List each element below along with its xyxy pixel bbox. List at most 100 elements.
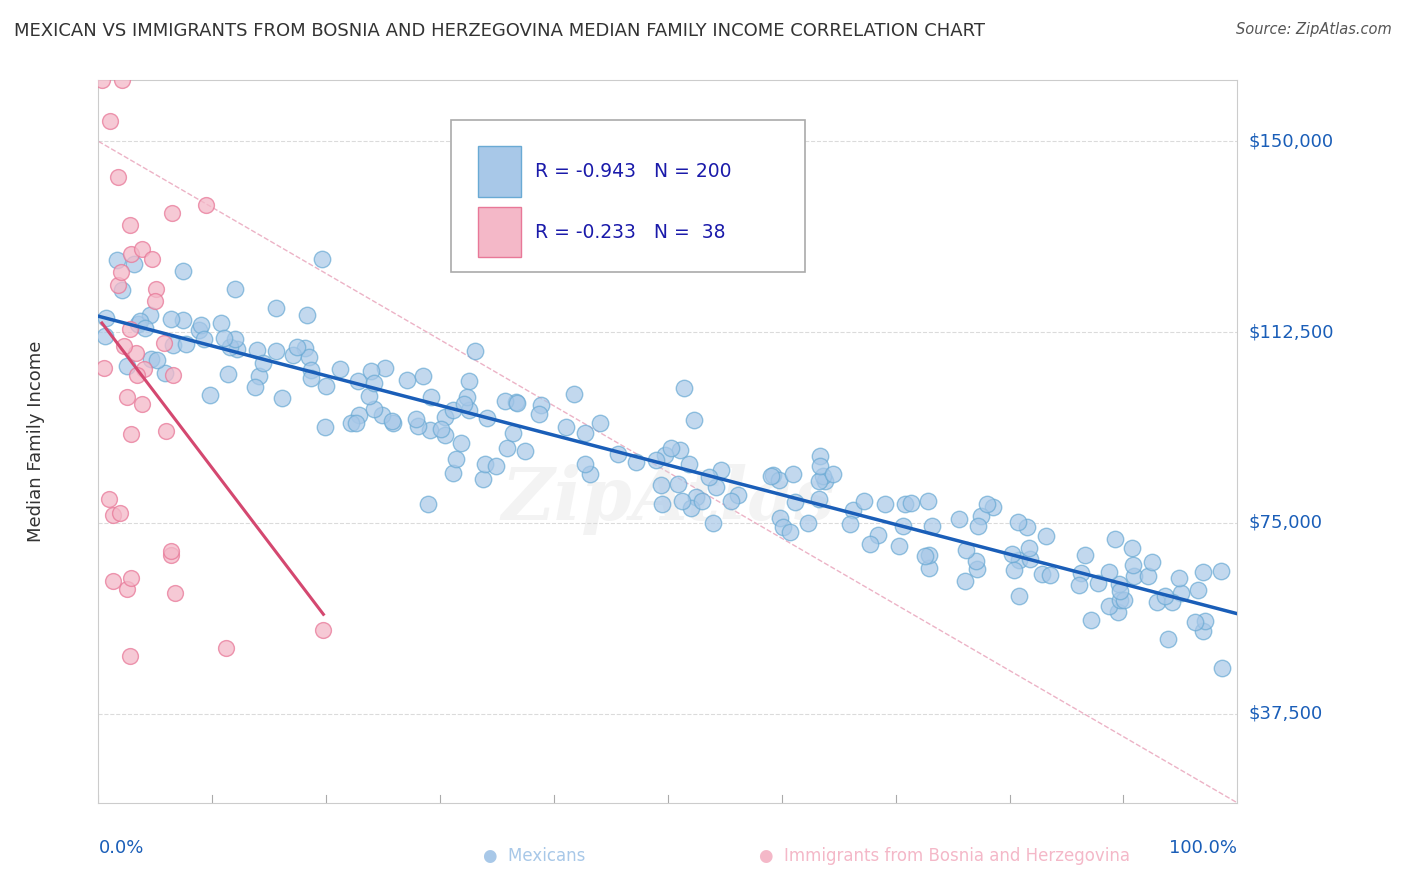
Point [1107, 605, 1129, 619]
Point [127, 318, 149, 332]
Point [212, 331, 235, 345]
Point [101, 508, 124, 522]
Point [299, 363, 322, 377]
Point [494, 394, 516, 409]
Point [1154, 589, 1177, 603]
Point [111, 283, 134, 297]
Point [859, 537, 882, 551]
Point [644, 453, 666, 467]
Point [281, 348, 304, 362]
Point [172, 313, 194, 327]
Point [159, 311, 181, 326]
Point [1035, 528, 1057, 542]
Point [530, 398, 553, 412]
Point [917, 493, 939, 508]
Point [120, 219, 142, 233]
Point [1211, 661, 1233, 675]
Point [1194, 615, 1216, 629]
Point [120, 571, 142, 585]
Text: 0.0%: 0.0% [98, 838, 143, 857]
Point [475, 410, 498, 425]
Point [1109, 583, 1132, 598]
Point [120, 427, 142, 442]
Point [153, 366, 176, 380]
Point [117, 582, 139, 596]
Point [659, 442, 682, 456]
Point [107, 169, 129, 184]
Point [131, 243, 153, 257]
Point [779, 524, 801, 539]
Point [1098, 599, 1121, 613]
Point [527, 407, 550, 421]
Point [419, 423, 441, 437]
Point [294, 341, 316, 355]
Point [866, 528, 889, 542]
Point [948, 511, 970, 525]
Point [434, 428, 457, 442]
Point [312, 623, 335, 637]
Point [420, 390, 443, 404]
Text: ●  Immigrants from Bosnia and Herzegovina: ● Immigrants from Bosnia and Herzegovina [759, 847, 1130, 865]
Point [153, 336, 176, 351]
Point [314, 420, 336, 434]
Point [446, 451, 468, 466]
Point [271, 392, 294, 406]
Point [357, 389, 380, 403]
Point [363, 376, 385, 391]
Point [347, 409, 370, 423]
Point [381, 414, 404, 428]
Point [96, 310, 118, 325]
Point [1008, 589, 1031, 603]
Point [297, 309, 319, 323]
Point [1067, 578, 1090, 592]
Point [502, 426, 524, 441]
Point [506, 395, 529, 409]
Point [412, 368, 434, 383]
Point [811, 468, 834, 483]
Text: R = -0.233   N =  38: R = -0.233 N = 38 [534, 222, 725, 242]
Point [122, 257, 145, 271]
Point [671, 494, 693, 508]
Point [513, 443, 536, 458]
Point [1070, 566, 1092, 580]
Point [450, 436, 472, 450]
Point [579, 467, 602, 482]
Point [188, 323, 211, 337]
Text: $112,500: $112,500 [1249, 323, 1334, 341]
Point [98, 113, 121, 128]
Point [458, 374, 481, 388]
Point [1007, 515, 1029, 529]
Point [574, 457, 596, 471]
Point [813, 475, 835, 489]
Point [808, 450, 831, 464]
Point [315, 379, 337, 393]
Point [807, 474, 830, 488]
Point [453, 397, 475, 411]
Text: $150,000: $150,000 [1249, 132, 1333, 151]
Point [143, 293, 166, 308]
Point [1087, 575, 1109, 590]
Text: Median Family Income: Median Family Income [27, 341, 45, 542]
Point [405, 412, 427, 426]
Text: ZipAtlas: ZipAtlas [501, 464, 835, 535]
Point [224, 282, 246, 296]
Point [1080, 614, 1102, 628]
Point [706, 480, 728, 494]
Point [673, 381, 696, 395]
FancyBboxPatch shape [478, 207, 522, 257]
Point [344, 417, 367, 431]
Point [651, 497, 673, 511]
Point [690, 494, 713, 508]
Point [139, 308, 162, 322]
Point [193, 332, 215, 346]
Point [224, 332, 246, 346]
Point [1104, 532, 1126, 546]
Point [678, 457, 700, 471]
Point [1191, 566, 1213, 580]
Point [953, 574, 976, 588]
Point [1157, 632, 1180, 646]
Point [163, 586, 186, 600]
Point [98, 492, 121, 507]
FancyBboxPatch shape [451, 120, 804, 272]
Point [215, 640, 238, 655]
